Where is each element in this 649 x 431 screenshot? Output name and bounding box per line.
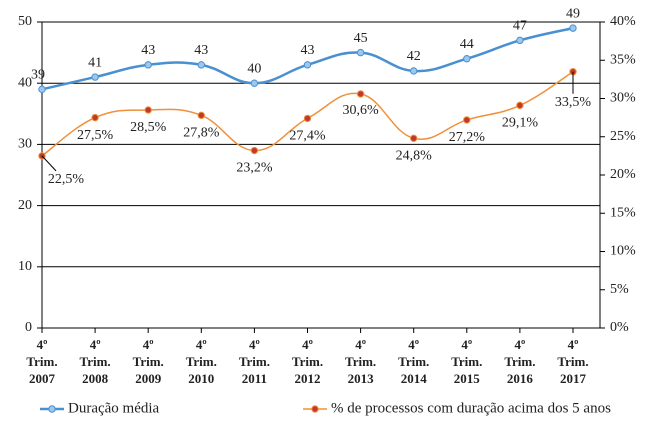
x-tick-label: 4º — [461, 337, 472, 352]
x-tick-label: Trim. — [557, 354, 588, 369]
data-label: 27,4% — [289, 129, 326, 144]
data-label: 45 — [354, 31, 368, 46]
point — [463, 116, 471, 124]
y-tick-label: 0 — [25, 320, 32, 335]
point — [197, 111, 206, 120]
point — [144, 61, 152, 69]
x-tick-label: Trim. — [80, 354, 111, 369]
x-tick-label: 2010 — [188, 371, 214, 386]
point — [303, 61, 312, 69]
y-tick-label: 10 — [18, 259, 32, 274]
x-tick-label: 4º — [196, 337, 207, 352]
x-tick-label: 2015 — [454, 371, 481, 386]
x-tick-label: 4º — [249, 337, 260, 352]
data-label: 27,8% — [183, 126, 220, 141]
data-label: 40 — [247, 61, 261, 76]
x-tick-label: 2016 — [507, 371, 534, 386]
point — [250, 79, 259, 87]
x-tick-label: 2013 — [348, 371, 375, 386]
data-label: 41 — [88, 55, 102, 70]
x-tick-label: 4º — [515, 337, 526, 352]
y2-tick-label: 0% — [610, 320, 629, 335]
data-label: 23,2% — [236, 161, 273, 176]
y-tick-label: 50 — [18, 14, 32, 29]
y2-tick-label: 20% — [610, 167, 636, 182]
y-tick-label: 40 — [18, 75, 32, 90]
x-tick-label: 2014 — [401, 371, 428, 386]
x-tick-label: 4º — [90, 337, 101, 352]
y2-tick-label: 40% — [610, 14, 636, 29]
point — [356, 48, 365, 57]
x-tick-label: 4º — [568, 337, 579, 352]
y2-tick-label: 10% — [610, 244, 636, 259]
series-line — [41, 26, 574, 91]
y2-tick-label: 15% — [610, 205, 636, 220]
data-label: 47 — [513, 19, 527, 34]
data-label: 27,2% — [449, 130, 486, 145]
leader-line — [41, 155, 57, 172]
x-tick-label: Trim. — [292, 354, 323, 369]
x-tick-label: 4º — [143, 337, 154, 352]
data-label: 33,5% — [555, 95, 592, 110]
x-tick-label: 4º — [355, 337, 366, 352]
point — [356, 90, 365, 98]
x-tick-label: Trim. — [345, 354, 376, 369]
data-label: 39 — [31, 68, 45, 83]
data-label: 42 — [407, 49, 421, 64]
data-label: 43 — [141, 43, 155, 58]
x-tick-label: Trim. — [133, 354, 164, 369]
legend-label: Duração média — [68, 400, 160, 416]
x-tick-label: Trim. — [26, 354, 57, 369]
point — [516, 101, 524, 110]
point — [91, 73, 99, 81]
point — [410, 134, 418, 142]
data-label: 43 — [301, 43, 315, 58]
y2-tick-label: 30% — [610, 91, 636, 106]
data-label: 24,8% — [396, 148, 433, 163]
x-tick-label: 2017 — [560, 371, 587, 386]
point — [463, 55, 471, 63]
point — [197, 61, 206, 69]
x-tick-label: Trim. — [186, 354, 217, 369]
x-tick-label: Trim. — [398, 354, 429, 369]
x-tick-label: 4º — [37, 337, 48, 352]
point — [516, 36, 524, 45]
x-tick-label: Trim. — [451, 354, 482, 369]
data-label: 28,5% — [130, 120, 167, 135]
y2-tick-label: 35% — [610, 52, 636, 67]
y-tick-label: 30 — [18, 137, 32, 152]
y2-tick-label: 25% — [610, 129, 636, 144]
x-tick-label: 2011 — [242, 371, 267, 386]
x-tick-label: 4º — [408, 337, 419, 352]
x-tick-label: 2008 — [82, 371, 109, 386]
legend-marker — [311, 405, 319, 413]
y2-tick-label: 5% — [610, 282, 629, 297]
x-tick-label: Trim. — [239, 354, 270, 369]
data-label: 49 — [566, 6, 580, 21]
legend-marker — [48, 405, 56, 413]
data-label: 27,5% — [77, 128, 114, 143]
y-tick-label: 20 — [18, 198, 32, 213]
data-label: 29,1% — [502, 116, 539, 131]
x-tick-label: 2007 — [29, 371, 56, 386]
x-tick-label: 4º — [302, 337, 313, 352]
point — [250, 146, 259, 155]
data-label: 43 — [194, 43, 208, 58]
legend-label: % de processos com duração acima dos 5 a… — [331, 400, 611, 416]
data-label: 30,6% — [343, 103, 380, 118]
point — [569, 24, 577, 32]
point — [38, 85, 46, 94]
point — [410, 67, 418, 75]
point — [303, 114, 312, 123]
point — [144, 106, 152, 114]
x-tick-label: 2009 — [135, 371, 162, 386]
data-label: 22,5% — [48, 172, 85, 187]
point — [91, 113, 99, 122]
x-tick-label: Trim. — [504, 354, 535, 369]
x-tick-label: 2012 — [295, 371, 321, 386]
data-label: 44 — [460, 37, 474, 52]
